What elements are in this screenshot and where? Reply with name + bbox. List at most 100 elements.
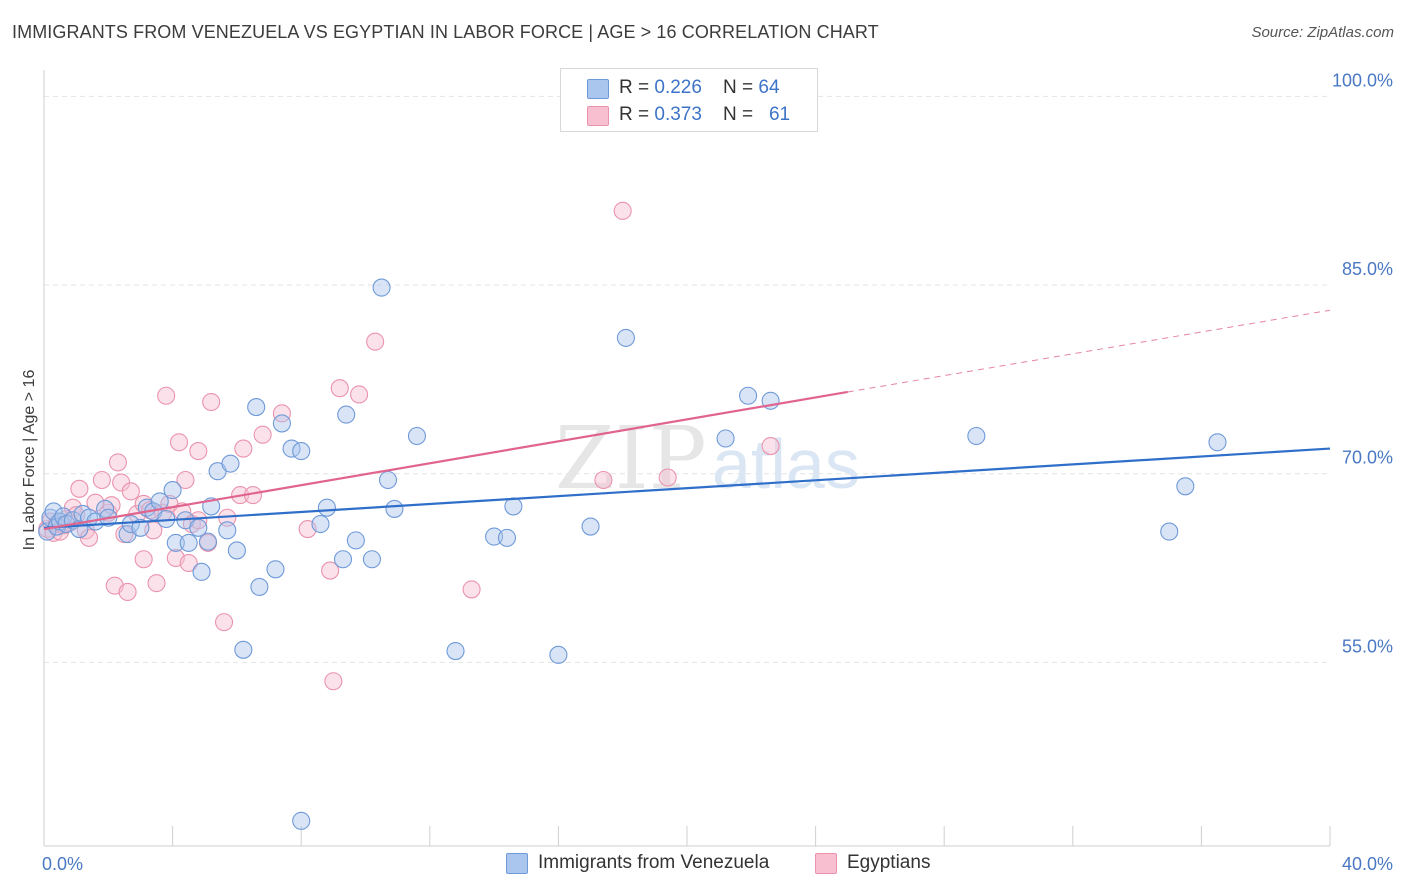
stats-n-value: 64 bbox=[758, 77, 780, 98]
data-point-venezuela bbox=[549, 645, 568, 664]
data-point-venezuela bbox=[1176, 477, 1195, 496]
data-point-venezuela bbox=[1160, 522, 1179, 541]
data-point-venezuela bbox=[44, 502, 63, 521]
data-point-venezuela bbox=[250, 577, 269, 596]
data-point-venezuela bbox=[407, 426, 426, 446]
trend-lines bbox=[43, 309, 1331, 531]
stats-r-value: 0.373 bbox=[654, 104, 702, 125]
data-point-egyptians bbox=[350, 385, 369, 404]
data-point-egyptians bbox=[189, 511, 208, 530]
data-point-egyptians bbox=[169, 433, 189, 452]
data-point-venezuela bbox=[716, 429, 735, 448]
data-point-egyptians bbox=[202, 392, 221, 412]
data-point-egyptians bbox=[462, 580, 481, 599]
legend-label-egyptians: Egyptians bbox=[847, 852, 931, 873]
stats-box: R = 0.226 N = 64 R = 0.373 N = 61 bbox=[560, 68, 818, 132]
grid-lines bbox=[44, 95, 1330, 663]
stats-r-value: 0.226 bbox=[654, 77, 702, 98]
axes bbox=[43, 70, 1331, 847]
data-point-venezuela bbox=[221, 454, 240, 473]
data-point-egyptians bbox=[157, 386, 176, 405]
data-point-venezuela bbox=[227, 541, 246, 560]
data-point-egyptians bbox=[613, 201, 632, 220]
data-point-egyptians bbox=[324, 672, 343, 691]
data-point-venezuela bbox=[581, 517, 600, 536]
data-point-venezuela bbox=[247, 398, 266, 417]
data-point-egyptians bbox=[121, 482, 140, 501]
data-point-venezuela bbox=[967, 426, 986, 446]
data-point-egyptians bbox=[108, 453, 127, 472]
y-axis-label: In Labor Force | Age > 16 bbox=[21, 370, 38, 551]
data-point-egyptians bbox=[761, 437, 780, 456]
data-point-egyptians bbox=[147, 574, 166, 593]
data-point-venezuela bbox=[333, 550, 353, 569]
data-point-venezuela bbox=[616, 328, 635, 347]
data-point-venezuela bbox=[362, 550, 381, 569]
venezuela-points bbox=[38, 278, 1227, 830]
x-tick-label: 0.0% bbox=[42, 854, 83, 874]
stats-n-label: N = bbox=[723, 77, 759, 98]
data-point-venezuela bbox=[497, 528, 517, 547]
data-point-egyptians bbox=[214, 613, 234, 632]
data-point-venezuela bbox=[311, 514, 330, 534]
trend-extension-egyptians bbox=[847, 309, 1331, 393]
data-point-venezuela bbox=[346, 531, 365, 550]
data-point-venezuela bbox=[218, 521, 237, 540]
data-point-egyptians bbox=[189, 442, 208, 461]
data-point-venezuela bbox=[272, 414, 291, 433]
data-point-egyptians bbox=[321, 561, 340, 580]
trend-line-venezuela bbox=[43, 447, 1331, 529]
data-point-venezuela bbox=[378, 470, 398, 490]
data-point-egyptians bbox=[234, 439, 253, 458]
legend-swatch-egyptians bbox=[815, 853, 837, 874]
legend-label-venezuela: Immigrants from Venezuela bbox=[538, 852, 770, 873]
data-point-egyptians bbox=[70, 479, 89, 498]
data-point-venezuela bbox=[234, 640, 253, 659]
data-point-egyptians bbox=[253, 425, 272, 444]
tick-labels: 55.0% 70.0% 85.0% 100.0% 0.0% 40.0% bbox=[42, 70, 1393, 874]
data-point-venezuela bbox=[317, 498, 336, 517]
source-label: Source: ZipAtlas.com bbox=[1251, 24, 1394, 41]
data-point-egyptians bbox=[330, 379, 349, 398]
data-point-venezuela bbox=[266, 560, 285, 579]
data-point-venezuela bbox=[337, 405, 356, 424]
stats-r-label: R = bbox=[619, 77, 655, 98]
data-point-venezuela bbox=[163, 481, 182, 500]
y-tick-label: 70.0% bbox=[1342, 448, 1393, 468]
stats-n-label: N = bbox=[723, 104, 759, 125]
data-point-egyptians bbox=[179, 553, 198, 573]
data-point-egyptians bbox=[658, 468, 677, 487]
chart-title: IMMIGRANTS FROM VENEZUELA VS EGYPTIAN IN… bbox=[12, 22, 879, 42]
y-tick-label: 55.0% bbox=[1342, 636, 1393, 656]
data-point-egyptians bbox=[594, 470, 613, 490]
data-point-venezuela bbox=[385, 499, 404, 518]
data-point-venezuela bbox=[446, 642, 465, 661]
data-point-egyptians bbox=[366, 332, 385, 351]
data-point-venezuela bbox=[198, 532, 218, 551]
data-point-egyptians bbox=[176, 470, 195, 490]
stats-swatch-egyptians bbox=[587, 106, 609, 126]
data-point-venezuela bbox=[292, 442, 311, 461]
x-tick-label: 40.0% bbox=[1342, 854, 1393, 874]
data-point-venezuela bbox=[166, 533, 185, 552]
data-point-egyptians bbox=[272, 404, 291, 423]
data-point-venezuela bbox=[504, 497, 523, 516]
y-tick-label: 100.0% bbox=[1332, 70, 1393, 90]
data-point-venezuela bbox=[1208, 433, 1227, 452]
stats-swatch-venezuela bbox=[587, 79, 609, 99]
legend-swatch-venezuela bbox=[506, 853, 528, 874]
watermark-atlas: atlas bbox=[712, 425, 860, 503]
data-point-venezuela bbox=[739, 386, 758, 405]
data-point-venezuela bbox=[292, 811, 311, 830]
data-point-egyptians bbox=[134, 550, 153, 569]
data-point-venezuela bbox=[131, 518, 150, 537]
data-point-egyptians bbox=[92, 470, 111, 490]
stats-n-value: 61 bbox=[768, 104, 791, 125]
data-point-venezuela bbox=[192, 562, 211, 581]
data-point-venezuela bbox=[485, 527, 504, 546]
trend-line-egyptians bbox=[43, 390, 848, 531]
data-point-egyptians bbox=[118, 582, 137, 601]
data-point-venezuela bbox=[179, 533, 198, 552]
y-tick-label: 85.0% bbox=[1342, 259, 1393, 279]
